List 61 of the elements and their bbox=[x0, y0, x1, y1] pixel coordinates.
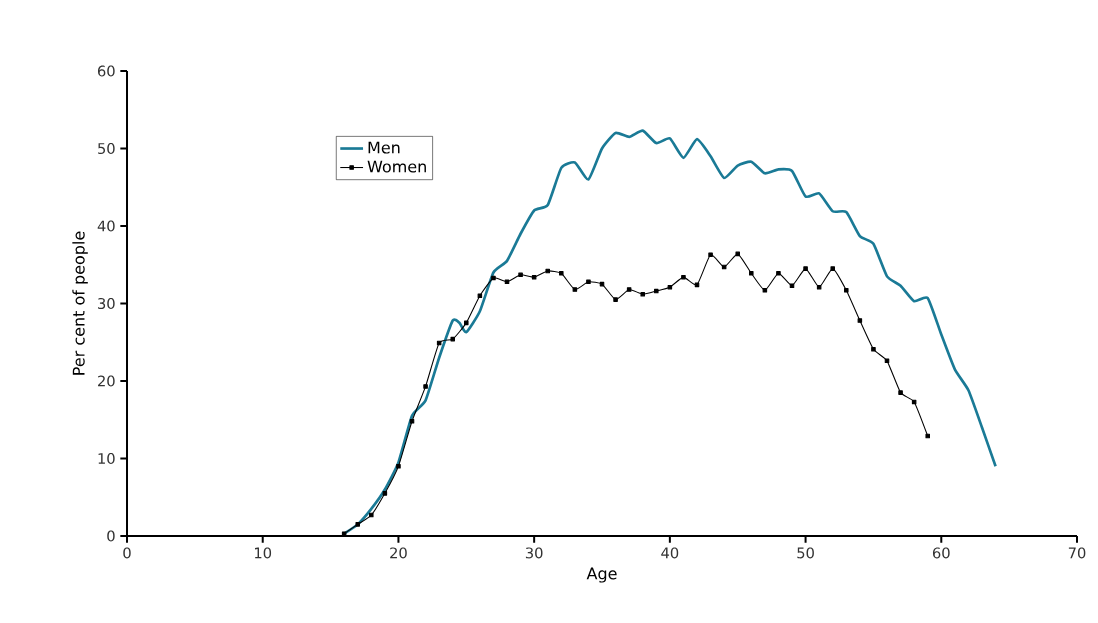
x-tick-label: 10 bbox=[255, 547, 272, 559]
y-tick-label: 0 bbox=[107, 530, 115, 542]
point bbox=[396, 463, 401, 469]
y-tick-label: 20 bbox=[98, 375, 115, 387]
point bbox=[640, 291, 645, 297]
point bbox=[382, 491, 388, 496]
point bbox=[504, 279, 510, 285]
x-axis-title: Age bbox=[586, 567, 617, 583]
x-tick-label: 60 bbox=[932, 547, 950, 559]
x-tick-label: 40 bbox=[661, 547, 679, 559]
x-tick-label: 70 bbox=[1068, 547, 1086, 559]
legend-label: Men bbox=[368, 141, 400, 154]
legend-label: Women bbox=[367, 160, 426, 173]
point bbox=[341, 531, 347, 536]
point bbox=[898, 390, 903, 395]
point bbox=[789, 283, 795, 288]
point bbox=[477, 293, 483, 299]
point bbox=[844, 288, 849, 293]
y-tick-label: 30 bbox=[98, 297, 115, 310]
point bbox=[626, 287, 632, 292]
x-tick-label: 50 bbox=[797, 547, 814, 559]
y-tick-label: 50 bbox=[98, 142, 115, 155]
point bbox=[586, 279, 591, 285]
point bbox=[816, 284, 822, 290]
y-tick-label: 60 bbox=[97, 65, 115, 77]
point bbox=[654, 288, 659, 294]
point bbox=[559, 271, 564, 276]
y-tick-label: 40 bbox=[97, 220, 115, 232]
point bbox=[857, 318, 863, 323]
point bbox=[491, 275, 496, 281]
x-tick-label: 0 bbox=[123, 547, 131, 559]
point bbox=[776, 271, 781, 276]
point bbox=[531, 274, 537, 280]
point bbox=[450, 336, 455, 342]
point bbox=[708, 252, 713, 257]
x-tick-label: 20 bbox=[390, 547, 407, 559]
x-tick-label: 30 bbox=[525, 547, 543, 559]
point bbox=[667, 284, 673, 290]
point bbox=[735, 251, 740, 257]
point bbox=[681, 274, 686, 280]
point bbox=[884, 358, 890, 364]
point bbox=[572, 287, 578, 292]
point bbox=[409, 419, 415, 424]
point bbox=[436, 340, 442, 346]
point bbox=[830, 266, 835, 271]
point bbox=[518, 272, 523, 278]
point bbox=[871, 346, 876, 352]
point bbox=[803, 266, 808, 271]
y-axis-title: Per cent of people bbox=[72, 231, 88, 375]
point bbox=[749, 271, 754, 276]
y-tick-label: 10 bbox=[98, 452, 115, 465]
point bbox=[721, 264, 727, 270]
point bbox=[762, 288, 768, 293]
point bbox=[423, 384, 428, 389]
point bbox=[369, 512, 374, 518]
point bbox=[925, 433, 930, 439]
point bbox=[464, 320, 469, 326]
point bbox=[613, 297, 618, 302]
point bbox=[545, 268, 550, 274]
point bbox=[911, 399, 917, 405]
point bbox=[355, 522, 360, 527]
